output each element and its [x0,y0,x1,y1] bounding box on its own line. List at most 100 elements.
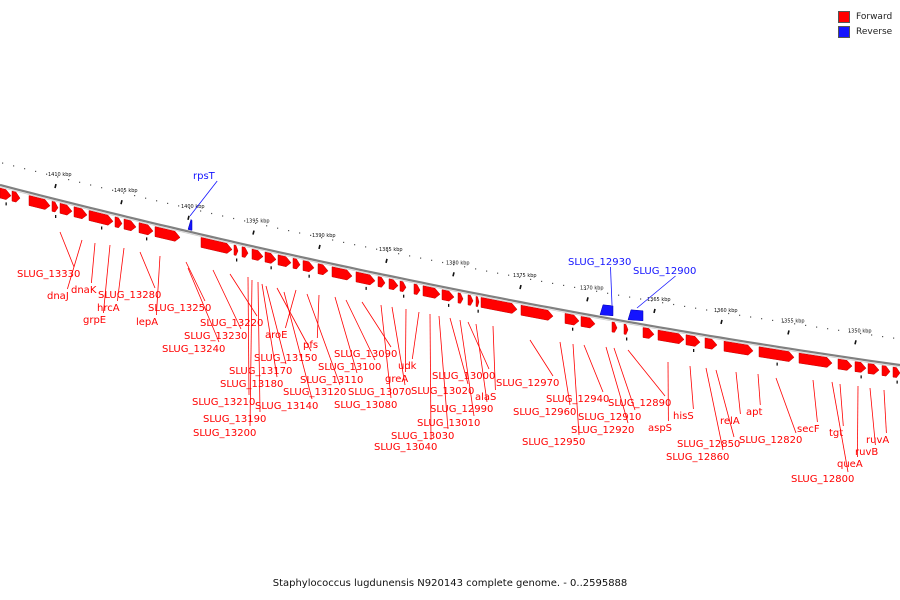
gene-label: SLUG_13240 [162,344,225,355]
ruler-tick [787,330,790,335]
legend-item-reverse: Reverse [838,24,892,39]
forward-gene-feature [564,313,580,326]
feature-tick [5,202,7,206]
ruler-dot [420,257,422,259]
ruler-dot [563,284,565,286]
gene-label: SLUG_13020 [411,386,474,397]
ruler-tick [385,258,388,264]
forward-gene-feature [264,251,277,264]
ruler-kbp-label: 1390 kbp [312,233,336,239]
gene-leader-line [247,276,250,396]
gene-leader-line [529,339,554,377]
ruler-dot [882,336,884,338]
map-caption: Staphylococcus lugdunensis N920143 compl… [272,578,628,589]
forward-gene-feature [685,334,701,347]
ruler-kbp-label: 1355 kbp [781,318,805,324]
gene-label: SLUG_13010 [417,418,480,429]
gene-label: ruvB [855,447,878,458]
forward-gene-feature [0,187,12,200]
ruler-dot [2,162,4,164]
ruler-dot [695,307,697,309]
ruler-tick [452,272,455,277]
ruler-dot [596,290,598,292]
forward-gene-feature [480,297,518,314]
reverse-gene-feature [187,218,193,231]
ruler-dot [354,244,356,246]
gene-track [0,187,900,384]
gene-leader-line [715,369,735,438]
ruler-dot [717,311,719,313]
gene-label: udk [398,361,417,372]
ruler-dot [376,248,378,250]
ruler-tick [653,308,656,314]
ruler-dot [464,266,466,268]
gene-label: secF [797,424,820,435]
backbone [0,183,900,368]
gene-label: SLUG_12950 [522,437,585,448]
gene-leader-line [705,367,724,451]
ruler-dot [486,270,488,272]
gene-label: SLUG_13280 [98,290,161,301]
feature-tick [236,258,238,262]
forward-gene-feature [11,190,21,203]
gene-leader-line [103,244,111,314]
ruler-kbp-label: 1385 kbp [379,247,403,253]
feature-tick [146,237,148,241]
feature-tick [55,215,57,218]
backbone-shadow [0,186,900,368]
gene-label: alaS [475,392,496,403]
gene-leader-line [467,321,490,370]
forward-gene-feature [233,244,239,256]
ruler-dot [860,332,862,335]
gene-label: tgt [829,428,843,439]
ruler-kbp-label: 1400 kbp [181,204,205,210]
forward-gene-feature [457,292,464,304]
gene-leader-line [139,251,156,289]
legend-label: Forward [856,11,893,22]
feature-tick [365,286,367,290]
forward-gene-feature [88,210,114,226]
forward-gene-feature [317,263,329,276]
ruler-tick [54,183,57,189]
gene-label: SLUG_12970 [496,378,559,389]
ruler-dot [805,324,807,326]
gene-label: SLUG_13040 [374,442,437,453]
gene-label: SLUG_12860 [666,452,729,463]
ruler-kbp-label: 1405 kbp [114,188,138,194]
gene-label: ruvA [866,435,889,446]
ruler-dot [453,264,455,266]
gene-leader-line [735,371,741,415]
gene-leader-line [475,323,488,403]
ruler-dot [893,337,895,339]
feature-tick [572,327,574,331]
gene-leader-line [449,317,469,385]
ruler-dot [442,261,444,264]
gene-label: SLUG_13090 [334,349,397,360]
gene-leader-line [405,308,407,373]
forward-gene-feature [154,226,181,242]
gene-leader-line [831,381,849,473]
gene-leader-line [306,293,341,386]
gene-label: SLUG_12890 [608,398,671,409]
ruler-dot [827,328,829,330]
ruler-dot [728,312,730,315]
gene-leader-line [156,255,161,316]
gene-label: SLUG_12960 [513,407,576,418]
ruler-dot [145,197,147,199]
forward-gene-feature [892,366,900,378]
gene-leader-line [812,379,818,423]
ruler-kbp-label: 1375 kbp [513,273,537,279]
gene-label: SLUG_13150 [254,353,317,364]
gene-label: rpsT [193,171,216,182]
gene-leader-line [775,377,797,434]
gene-label: SLUG_12940 [546,394,609,405]
gene-leader-line [636,275,676,309]
gene-leader-line [334,296,358,374]
gene-label: SLUG_13100 [318,362,381,373]
ruler-dot [772,319,774,321]
gene-leader-line [249,279,253,427]
ruler-dot [233,217,235,220]
ruler-dot [475,268,477,270]
legend-label: Reverse [856,26,893,37]
backbone-line [0,183,900,367]
